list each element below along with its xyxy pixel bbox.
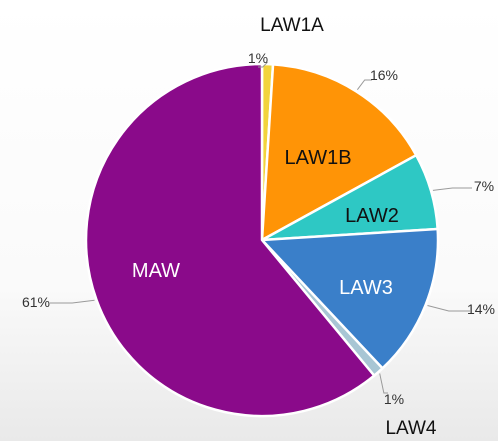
pie-slice-law3	[260, 227, 440, 370]
slice-label-law2: LAW2	[345, 205, 399, 227]
leader-line-law4	[379, 373, 388, 394]
slice-label-maw: MAW	[132, 260, 180, 282]
slice-label-law1b: LAW1B	[284, 147, 351, 169]
pct-label-law3: 14%	[467, 301, 495, 317]
slice-label-law4: LAW4	[385, 418, 436, 439]
leader-line-law1b	[356, 79, 372, 91]
pct-label-maw: 61%	[22, 294, 50, 310]
leader-line-law3	[427, 305, 470, 312]
pct-label-law1b: 16%	[370, 67, 398, 83]
pie-slice-maw	[84, 62, 376, 418]
pct-label-law1a: 1%	[248, 50, 268, 66]
slice-label-law3: LAW3	[339, 277, 393, 299]
slice-labels: LAW1A LAW1B LAW2 LAW3 LAW4 MAW 1% 16% 7%…	[22, 15, 495, 439]
slice-label-law1a: LAW1A	[260, 15, 324, 36]
pie-slices	[84, 62, 440, 418]
leader-line-law2	[432, 187, 472, 191]
leader-line-law1a	[258, 61, 268, 68]
pie-slice-law1b	[260, 63, 418, 242]
pct-label-law2: 7%	[474, 178, 494, 194]
leader-line-maw	[50, 299, 95, 304]
leader-lines	[50, 61, 472, 394]
pct-label-law4: 1%	[384, 391, 404, 407]
